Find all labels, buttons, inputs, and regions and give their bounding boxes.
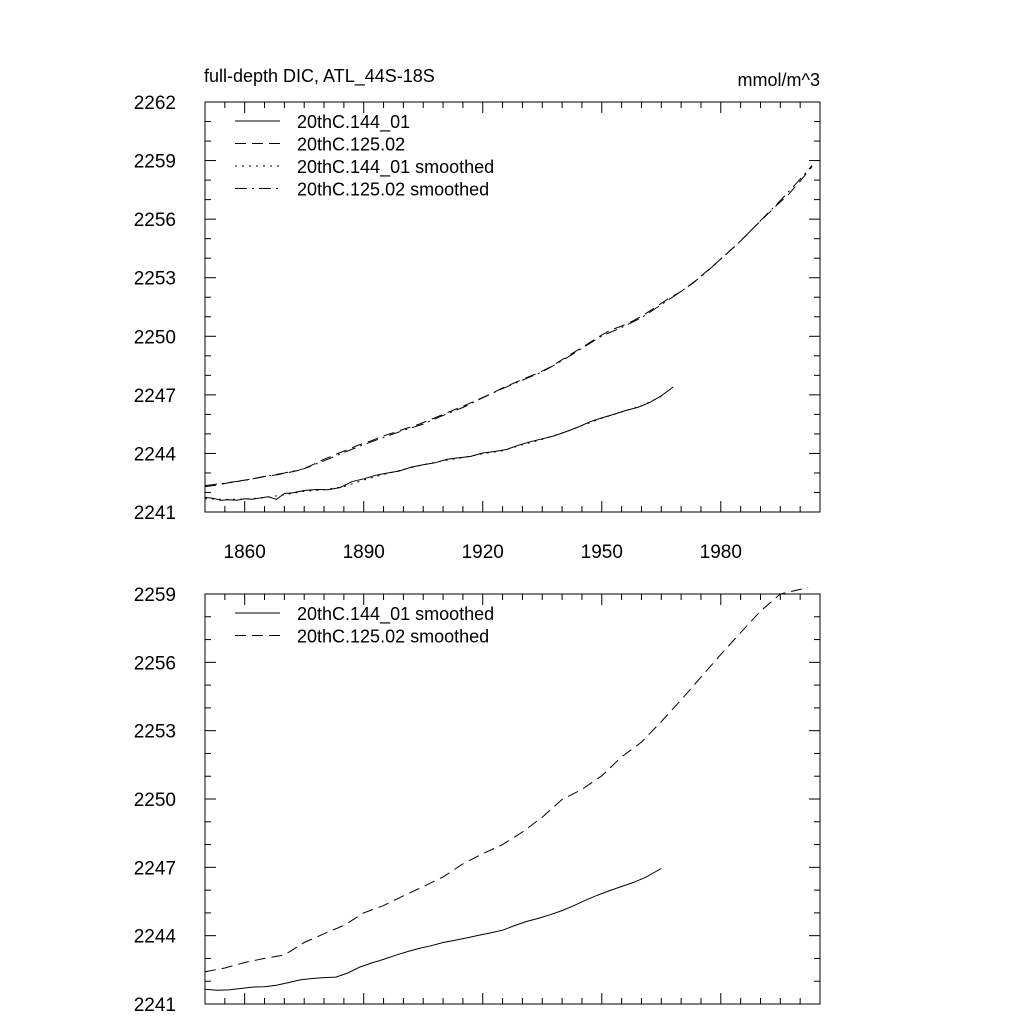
series-line <box>204 165 813 487</box>
legend-label: 20thC.125.02 smoothed <box>297 180 489 200</box>
y-tick-label: 2244 <box>134 927 177 948</box>
legend-label: 20thC.144_01 smoothed <box>297 604 494 625</box>
legend-label: 20thC.144_01 <box>297 112 410 133</box>
y-tick-label: 2256 <box>134 653 176 674</box>
y-tick-label: 2256 <box>134 210 176 231</box>
legend-label: 20thC.144_01 smoothed <box>297 157 494 178</box>
y-tick-label: 2259 <box>134 152 176 173</box>
x-tick-label: 1980 <box>700 542 742 563</box>
series-line <box>204 395 662 501</box>
bottom-panel: 2241 2244 2247 2250 2253 2256 2259 20thC.144_01… <box>134 585 821 1016</box>
y-tick-label: 2250 <box>134 790 176 811</box>
top-panel: 2241 2244 2247 2250 2253 2256 2259 2262 1860 1890… <box>134 93 821 563</box>
x-tick-label: 1950 <box>581 542 623 563</box>
y-tick-label: 2262 <box>134 93 176 114</box>
series-line <box>204 586 809 973</box>
legend-label: 20thC.125.02 smoothed <box>297 627 489 647</box>
y-tick-label: 2250 <box>134 327 176 348</box>
x-tick-label: 1890 <box>343 542 385 563</box>
units-label: mmol/m^3 <box>738 70 820 90</box>
x-tick-label: 1860 <box>224 542 266 563</box>
plot-frame <box>204 593 821 1005</box>
y-tick-label: 2253 <box>134 722 176 743</box>
plot-frame <box>204 101 821 513</box>
y-tick-label: 2247 <box>134 386 176 407</box>
y-tick-label: 2241 <box>134 995 176 1016</box>
y-tick-label: 2241 <box>134 503 176 524</box>
y-tick-label: 2244 <box>134 444 177 465</box>
x-tick-label: 1920 <box>462 542 504 563</box>
series-line <box>204 386 674 501</box>
y-tick-label: 2253 <box>134 269 176 290</box>
legend-label: 20thC.125.02 <box>297 135 405 155</box>
y-tick-label: 2247 <box>134 858 176 879</box>
y-tick-label: 2259 <box>134 585 176 606</box>
series-line <box>204 166 813 488</box>
series-line <box>204 868 662 991</box>
chart-title: full-depth DIC, ATL_44S-18S <box>204 66 435 87</box>
